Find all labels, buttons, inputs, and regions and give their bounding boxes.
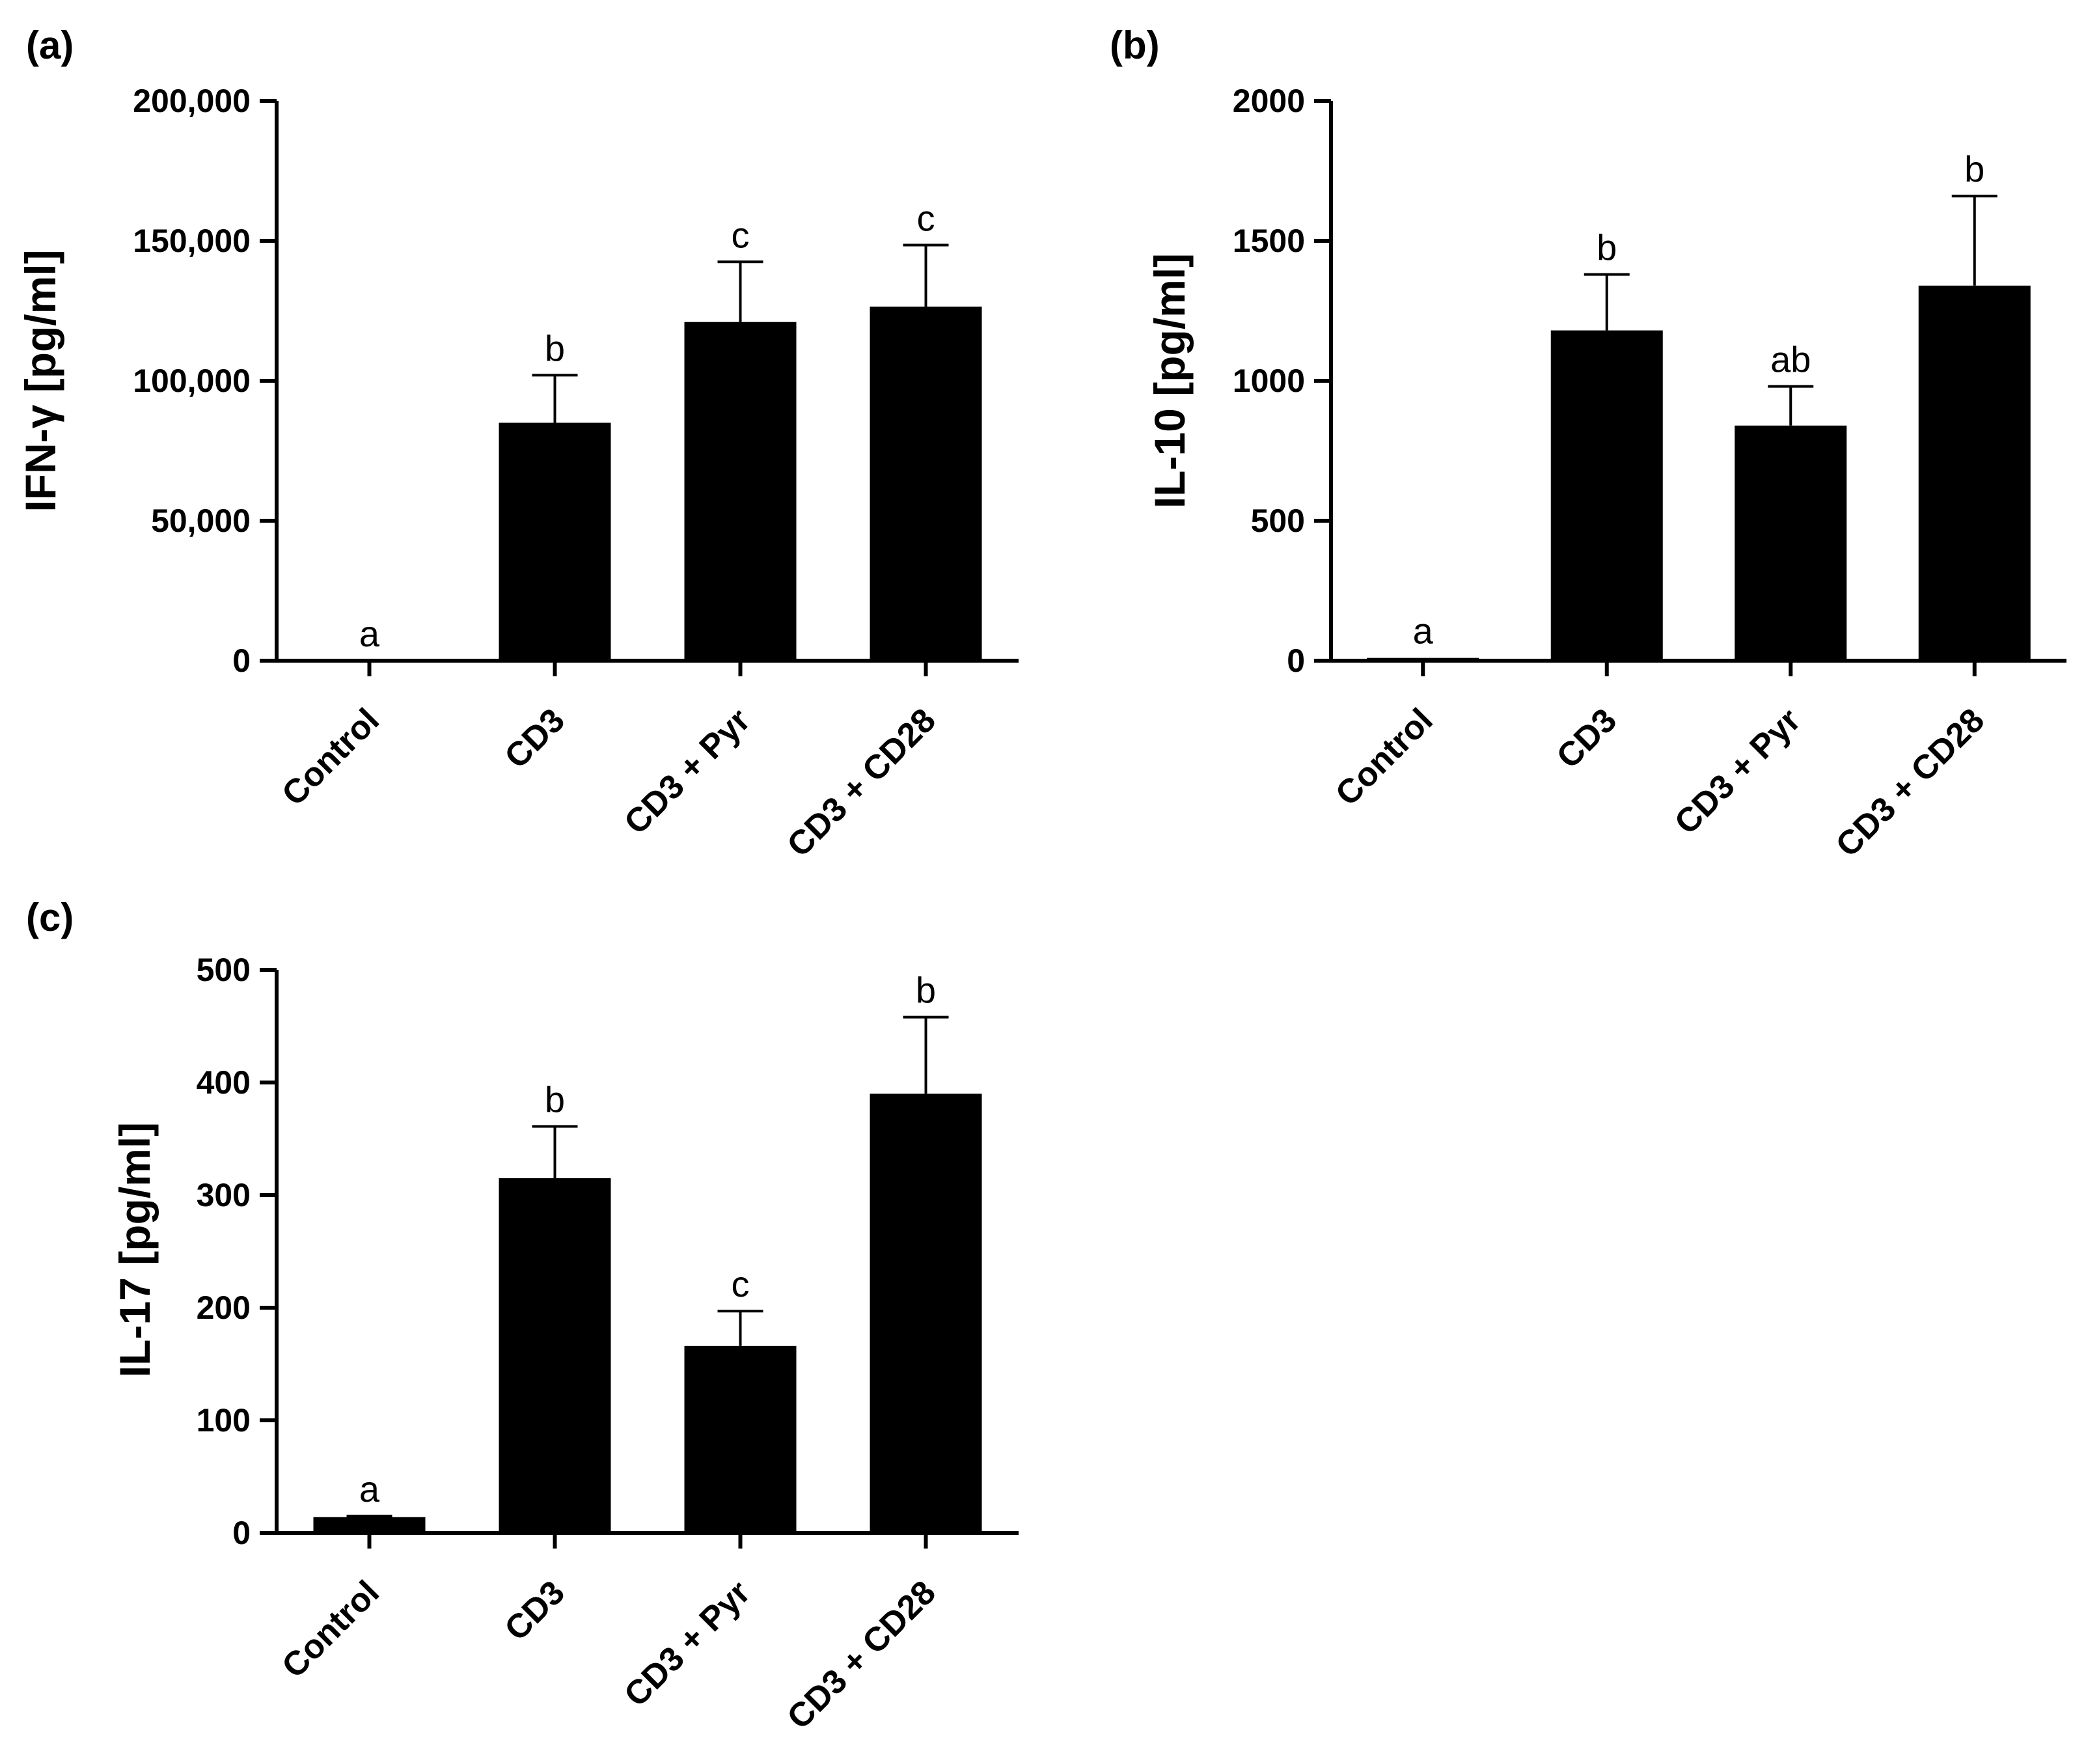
significance-letter: b: [1964, 148, 1984, 189]
significance-letter: ab: [1770, 339, 1811, 380]
category-label: CD3: [1550, 701, 1625, 776]
category-label: Control: [275, 1573, 387, 1685]
y-tick-label: 200,000: [133, 83, 251, 119]
y-tick-label: 0: [232, 642, 251, 679]
panel-label: (b): [1110, 23, 1160, 67]
bar-cd3-cd28: [1918, 285, 2031, 661]
category-label: CD3 + Pyr: [617, 1573, 758, 1714]
bar-cd3-pyr: [684, 322, 797, 661]
y-axis-title: IFN-γ [pg/ml]: [16, 249, 64, 512]
chart-panel-1: (a) IFN-γ [pg/ml] 0 50,000 100,000 150,000 200…: [16, 23, 1019, 864]
bar-cd3: [499, 422, 611, 661]
significance-letter: b: [545, 327, 565, 368]
y-tick-label: 400: [197, 1064, 251, 1101]
category-label: CD3 + CD28: [1829, 701, 1992, 864]
y-axis-title: IL-10 [pg/ml]: [1146, 253, 1194, 508]
category-label: CD3 + CD28: [780, 1573, 943, 1736]
bar-cd3: [1550, 330, 1663, 661]
category-label: CD3 + CD28: [780, 701, 943, 864]
y-tick-label: 200: [197, 1289, 251, 1326]
bar-cd3-pyr: [684, 1345, 797, 1533]
panel-label: (c): [26, 896, 74, 939]
bar-cd3-pyr: [1735, 425, 1847, 661]
y-axis-title: IL-17 [pg/ml]: [111, 1122, 159, 1377]
y-tick-label: 500: [197, 952, 251, 988]
significance-letter: c: [917, 197, 935, 238]
category-label: CD3 + Pyr: [617, 701, 758, 842]
significance-letter: a: [359, 613, 380, 654]
significance-letter: c: [732, 1263, 750, 1304]
chart-panel-3: (c) IL-17 [pg/ml] 0 100 200 300 400 500 a Control…: [26, 896, 1019, 1737]
y-tick-label: 1000: [1233, 363, 1305, 399]
category-label: CD3: [497, 701, 572, 776]
y-tick-label: 0: [232, 1515, 251, 1551]
significance-letter: b: [1597, 227, 1617, 268]
y-tick-label: 150,000: [133, 223, 251, 259]
significance-letter: b: [545, 1079, 565, 1120]
panel-label: (a): [26, 23, 74, 67]
y-tick-label: 100,000: [133, 363, 251, 399]
y-tick-label: 50,000: [151, 503, 251, 539]
bar-control: [313, 1517, 426, 1533]
bar-cd3-cd28: [870, 307, 982, 661]
y-tick-label: 300: [197, 1177, 251, 1213]
y-tick-label: 1500: [1233, 223, 1305, 259]
bar-cd3-cd28: [870, 1094, 982, 1533]
y-tick-label: 100: [197, 1402, 251, 1439]
significance-letter: a: [1413, 611, 1434, 652]
bar-cd3: [499, 1178, 611, 1533]
category-label: Control: [275, 701, 387, 813]
bar-control: [1367, 657, 1479, 661]
category-label: CD3 + Pyr: [1667, 701, 1808, 842]
chart-panel-2: (b) IL-10 [pg/ml] 0 500 1000 1500 2000 a Control…: [1110, 23, 2066, 864]
y-tick-label: 500: [1251, 503, 1305, 539]
category-label: Control: [1328, 701, 1440, 813]
significance-letter: a: [359, 1468, 380, 1509]
y-tick-label: 2000: [1233, 83, 1305, 119]
significance-letter: b: [916, 970, 936, 1011]
significance-letter: c: [732, 214, 750, 255]
category-label: CD3: [497, 1573, 572, 1648]
y-tick-label: 0: [1287, 642, 1305, 679]
